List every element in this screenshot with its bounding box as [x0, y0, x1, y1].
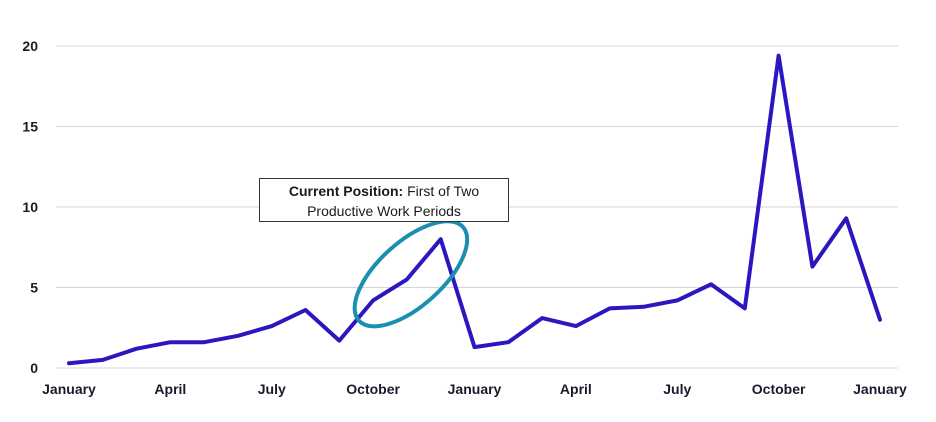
annotation-callout: Current Position: First of Two Productiv…	[259, 178, 509, 222]
series-line	[67, 53, 882, 366]
annotation-bold: Current Position:	[288, 183, 404, 199]
x-tick-label: January	[448, 381, 502, 397]
x-axis-ticks: January April July October January April July O…	[42, 381, 907, 397]
x-tick-label: October	[346, 381, 400, 397]
x-tick-label: April	[154, 381, 186, 397]
annotation-text: First of Two Productive Work Periods	[307, 183, 480, 219]
x-tick-label: October	[752, 381, 806, 397]
y-tick-label: 20	[22, 38, 38, 54]
y-tick-label: 10	[22, 199, 38, 215]
x-tick-label: July	[663, 381, 691, 397]
y-tick-label: 0	[30, 360, 38, 376]
x-tick-label: July	[258, 381, 286, 397]
x-tick-label: January	[853, 381, 907, 397]
x-tick-label: January	[42, 381, 96, 397]
y-axis-ticks: 0 5 10 15 20	[22, 38, 38, 376]
y-tick-label: 5	[30, 280, 38, 296]
highlight-ellipse	[352, 219, 470, 329]
x-tick-label: April	[560, 381, 592, 397]
y-tick-label: 15	[22, 119, 38, 135]
